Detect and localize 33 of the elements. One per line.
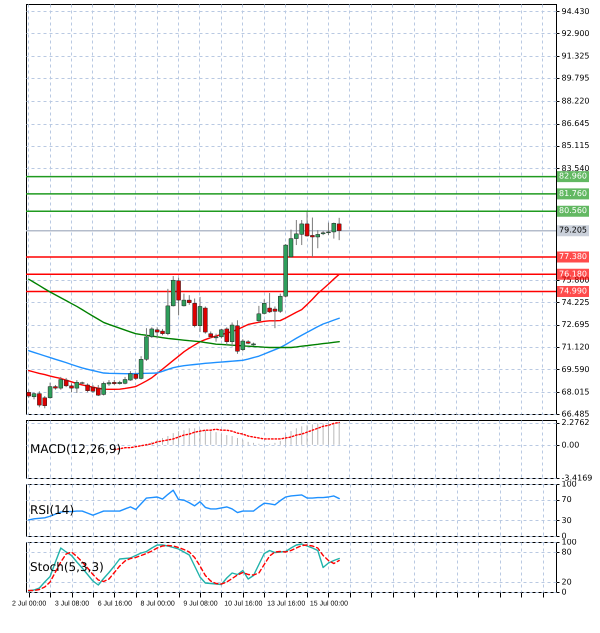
text: RSI(14) xyxy=(30,503,74,517)
y-tick-label: 2.2762 xyxy=(562,418,590,428)
y-tick-label: 71.120 xyxy=(562,342,590,352)
ref-line-label: 74.990 xyxy=(559,286,587,296)
y-tick-label: 91.325 xyxy=(562,52,590,61)
y-tick-label: 68.015 xyxy=(562,387,590,396)
y-tick-label: 85.115 xyxy=(562,141,590,150)
y-tick-label: 66.485 xyxy=(562,410,590,418)
y-tick-label: 86.645 xyxy=(562,119,590,128)
line-series xyxy=(28,490,340,521)
y-tick-label: 83.540 xyxy=(562,164,590,173)
y-tick-label: 70 xyxy=(562,495,572,504)
ref-line-label: 79.205 xyxy=(559,226,587,235)
y-tick-label: 74.225 xyxy=(562,298,590,307)
text: MACD(12,26,9) xyxy=(30,442,122,456)
y-tick-label: 0 xyxy=(562,588,567,596)
ref-line-label: 77.380 xyxy=(559,252,587,262)
y-tick-label: 72.695 xyxy=(562,320,590,330)
y-tick-label: 94.430 xyxy=(562,6,590,16)
y-tick-label: 0.00 xyxy=(562,440,580,450)
ref-line-label: 80.560 xyxy=(559,206,587,216)
ref-line-label: 81.760 xyxy=(559,188,587,198)
line-series xyxy=(28,278,340,348)
y-tick-label: 30 xyxy=(562,516,572,525)
y-tick-label: 20 xyxy=(562,578,572,586)
y-tick-label: 89.795 xyxy=(562,74,590,83)
y-tick-label: 92.900 xyxy=(562,28,590,38)
ref-line-label: 82.960 xyxy=(559,172,587,181)
y-tick-label: -3.4169 xyxy=(562,474,592,482)
y-tick-label: 88.220 xyxy=(562,96,590,106)
y-tick-label: 80 xyxy=(562,548,572,556)
y-tick-label: 69.590 xyxy=(562,364,590,374)
y-tick-label: 0 xyxy=(562,532,567,540)
